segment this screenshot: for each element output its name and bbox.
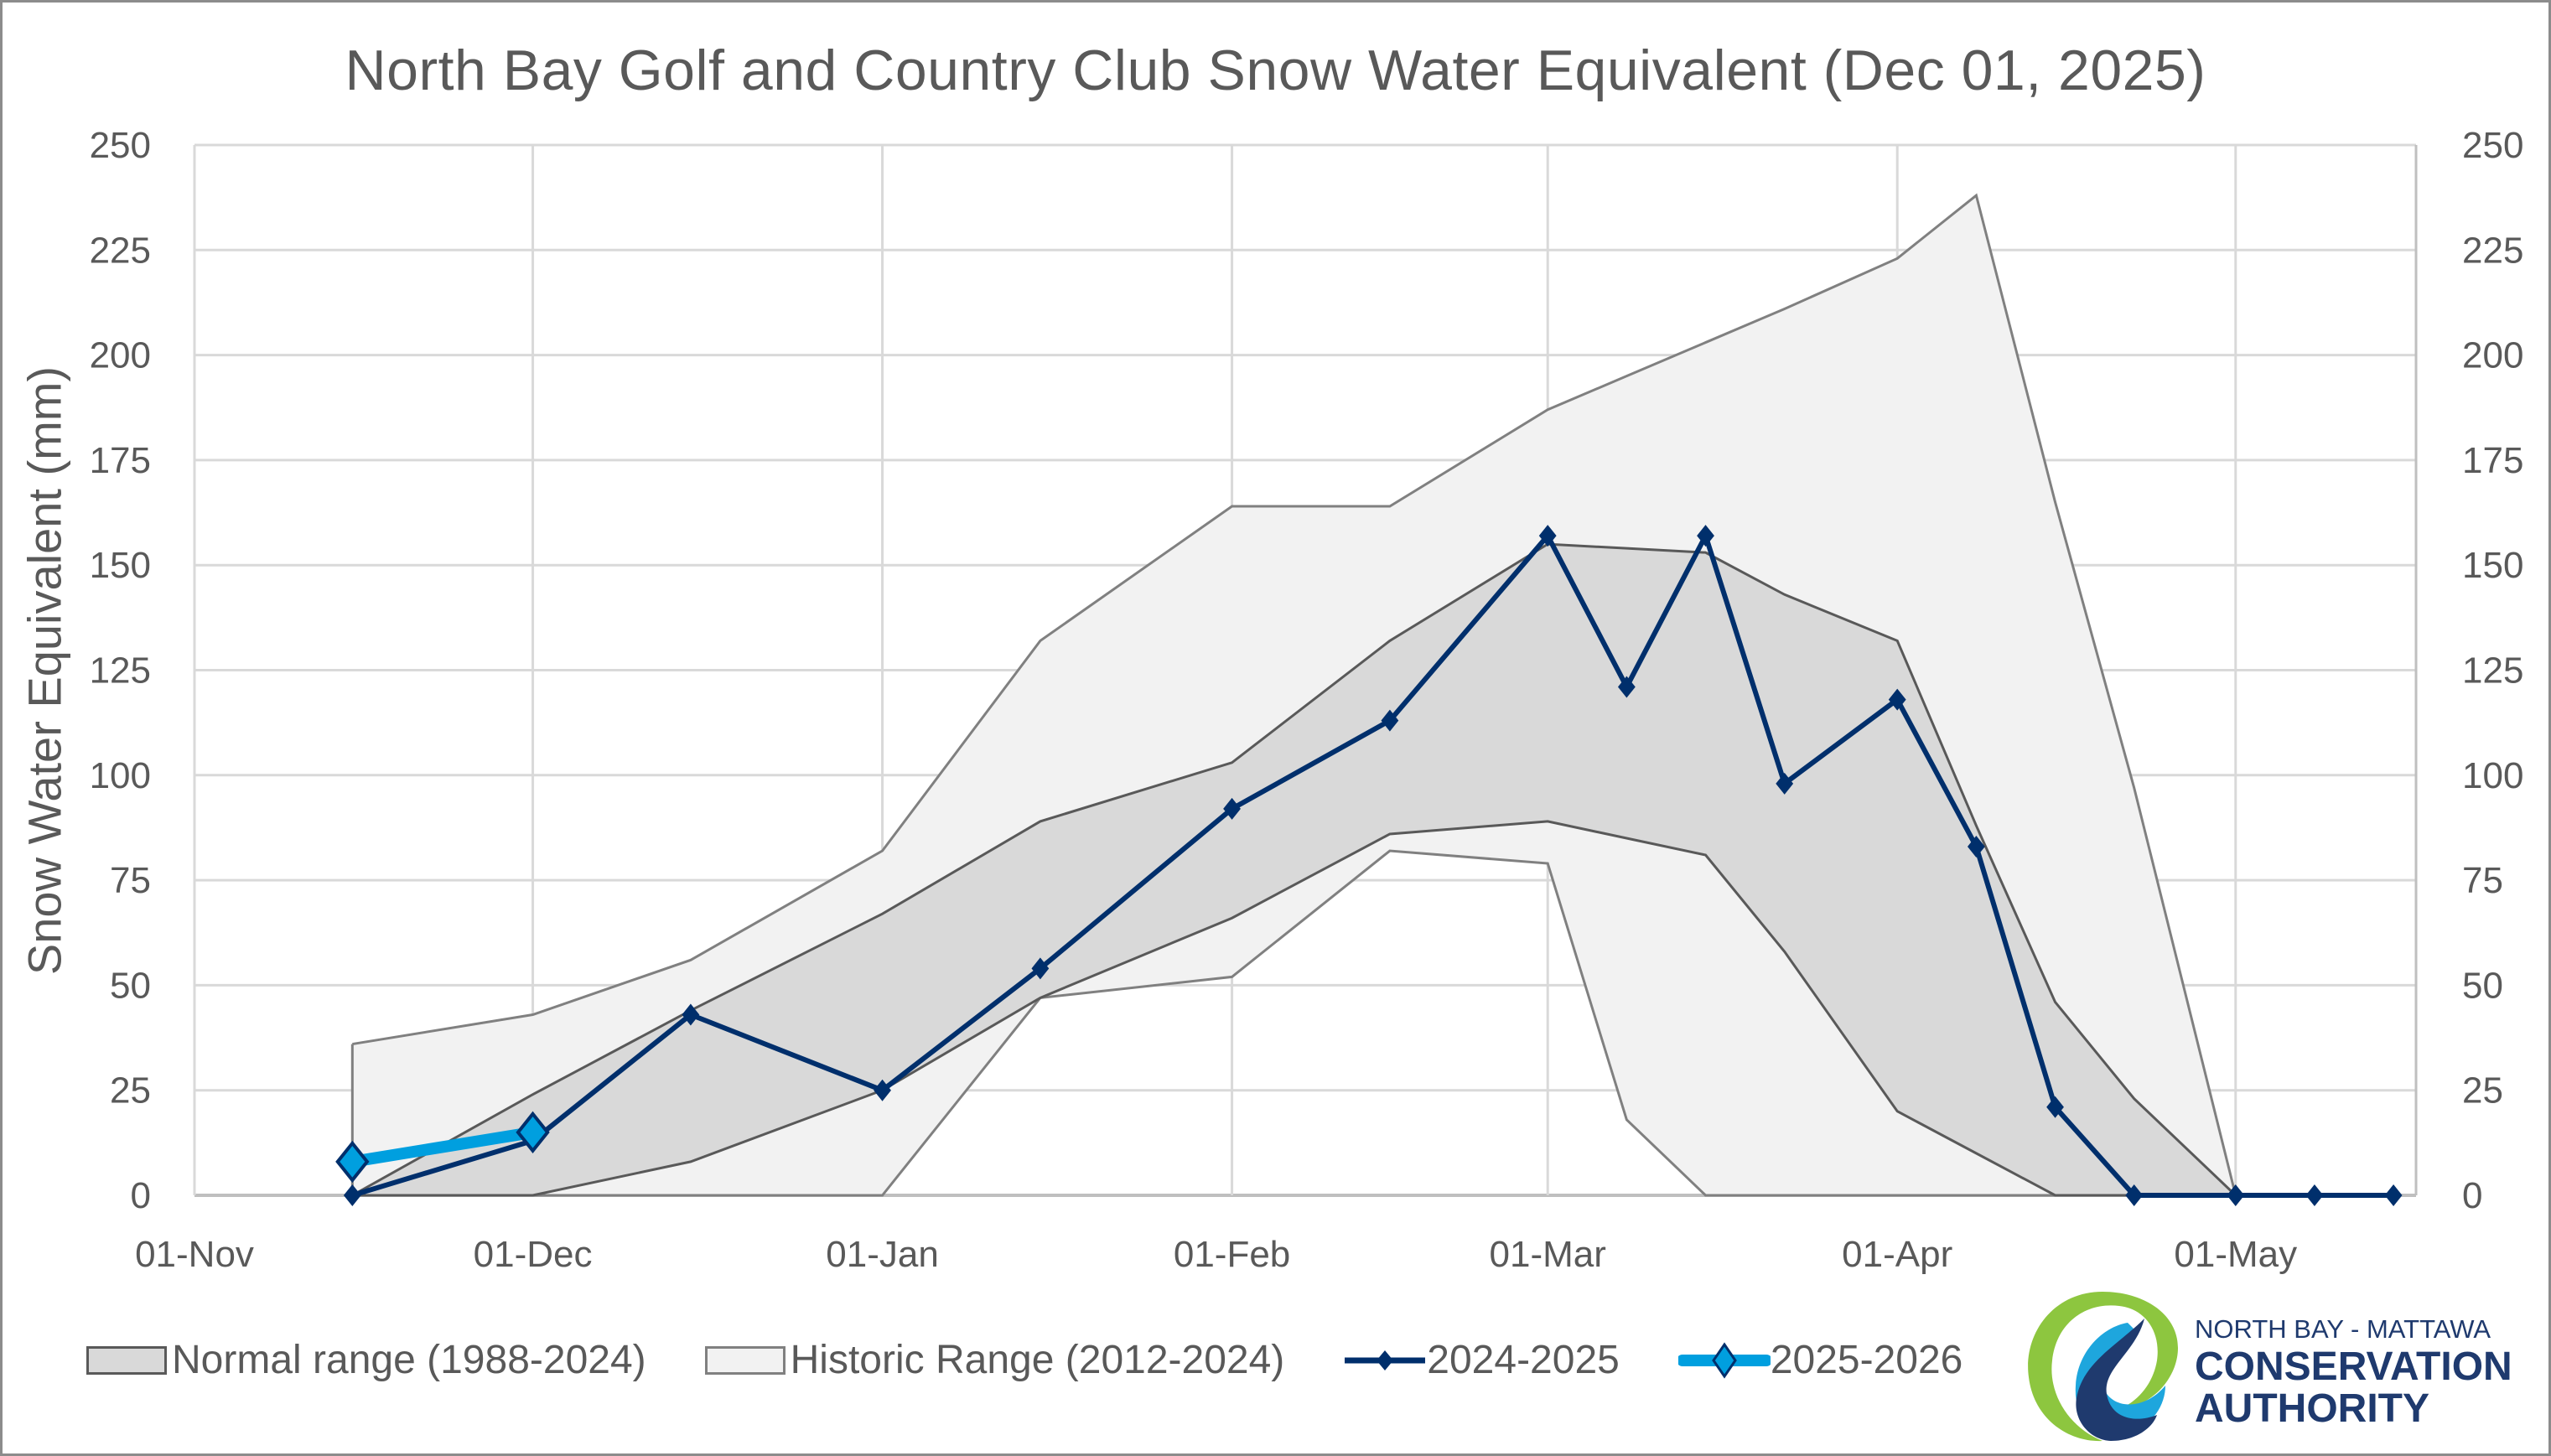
axes xyxy=(193,145,2418,1195)
data-point-2024-2025 xyxy=(2125,1184,2144,1206)
data-point-2024-2025 xyxy=(874,1079,891,1101)
y-tick-label-right: 25 xyxy=(2462,1070,2503,1111)
x-tick-label: 01-Nov xyxy=(135,1234,254,1275)
y-tick-label-right: 150 xyxy=(2462,545,2523,586)
y-tick-label-right: 100 xyxy=(2462,755,2523,796)
data-point-2025-2026 xyxy=(516,1111,550,1154)
x-tick-label: 01-Mar xyxy=(1490,1234,1606,1275)
series-lines xyxy=(335,525,2403,1206)
x-tick-label: 01-Jan xyxy=(826,1234,939,1275)
plot-area: 0 0 25 25 50 50 75 75 100 100 125 125 150 150 175 175 20… xyxy=(90,125,2524,1275)
band-lower-line xyxy=(352,820,2236,1197)
data-point-2024-2025 xyxy=(1381,709,1399,732)
y-tick-label-left: 50 xyxy=(110,965,151,1006)
band-lower-line xyxy=(352,849,2236,1197)
y-tick-label-left: 25 xyxy=(110,1070,151,1111)
y-tick-label-right: 50 xyxy=(2462,965,2503,1006)
tick-labels: 0 0 25 25 50 50 75 75 100 100 125 125 150 150 175 175 20… xyxy=(90,125,2524,1275)
legend: Normal range (1988-2024) Historic Range … xyxy=(86,1337,2021,1383)
conservation-authority-logo: NORTH BAY - MATTAWA CONSERVATION AUTHORI… xyxy=(2019,1285,2522,1444)
y-tick-label-left: 225 xyxy=(90,230,151,271)
legend-label: 2025-2026 xyxy=(1770,1338,1963,1382)
logo-line2: CONSERVATION xyxy=(2195,1345,2512,1389)
data-point-2024-2025 xyxy=(1776,772,1794,795)
series-line-2025-2026 xyxy=(351,1126,534,1168)
series-line-2024-2025 xyxy=(351,533,2394,1198)
logo-swirl-icon xyxy=(2028,1292,2178,1442)
data-point-2025-2026 xyxy=(335,1140,370,1184)
logo-line1: NORTH BAY - MATTAWA xyxy=(2195,1314,2491,1344)
y-tick-label-left: 125 xyxy=(90,650,151,692)
data-point-2024-2025 xyxy=(682,1003,700,1026)
band-area-normal xyxy=(352,544,2236,1195)
y-tick-label-right: 200 xyxy=(2462,335,2523,376)
y-tick-label-left: 175 xyxy=(90,440,151,481)
y-tick-label-left: 0 xyxy=(131,1175,151,1216)
data-point-2024-2025 xyxy=(1223,797,1241,820)
data-point-2024-2025 xyxy=(1697,525,1714,547)
y-tick-label-left: 150 xyxy=(90,545,151,586)
legend-label: Historic Range (2012-2024) xyxy=(790,1338,1285,1382)
x-tick-label: 01-Apr xyxy=(1842,1234,1952,1275)
y-tick-label-left: 200 xyxy=(90,335,151,376)
x-tick-label: 01-Dec xyxy=(474,1234,593,1275)
line-diamond-navy-icon xyxy=(1345,1350,1426,1371)
x-tick-label: 01-Feb xyxy=(1174,1234,1290,1275)
line-diamond-lightblue-icon xyxy=(1677,1341,1771,1379)
data-point-2024-2025 xyxy=(2046,1096,2064,1118)
y-tick-label-left: 250 xyxy=(90,125,151,166)
band-swatch-dark-icon xyxy=(86,1345,167,1375)
data-point-2024-2025 xyxy=(1967,836,1985,858)
data-point-2024-2025 xyxy=(1888,688,1906,711)
legend-item-2025-2026: 2025-2026 xyxy=(1677,1337,1963,1383)
x-tick-label: 01-May xyxy=(2174,1234,2297,1275)
y-tick-label-right: 125 xyxy=(2462,650,2523,692)
band-swatch-light-icon xyxy=(704,1345,786,1375)
band-upper-line xyxy=(352,193,2237,1196)
data-point-2024-2025 xyxy=(1617,676,1636,698)
legend-label: 2024-2025 xyxy=(1427,1338,1620,1382)
y-tick-label-right: 75 xyxy=(2462,860,2503,901)
data-point-2024-2025 xyxy=(2384,1184,2403,1206)
data-point-2024-2025 xyxy=(2227,1184,2245,1206)
data-point-2024-2025 xyxy=(2305,1184,2324,1206)
legend-item-historic-range: Historic Range (2012-2024) xyxy=(704,1337,1285,1383)
y-tick-label-left: 75 xyxy=(110,860,151,901)
logo-line3: AUTHORITY xyxy=(2195,1386,2429,1431)
legend-item-normal-range: Normal range (1988-2024) xyxy=(86,1337,646,1383)
y-tick-label-right: 175 xyxy=(2462,440,2523,481)
data-point-2024-2025 xyxy=(1031,957,1050,980)
y-tick-label-right: 0 xyxy=(2462,1175,2482,1216)
y-tick-label-right: 250 xyxy=(2462,125,2523,166)
data-point-2024-2025 xyxy=(1538,525,1557,547)
data-point-2024-2025 xyxy=(343,1184,361,1206)
band-upper-line xyxy=(351,542,2237,1197)
range-bands xyxy=(350,193,2237,1197)
y-tick-label-right: 225 xyxy=(2462,230,2523,271)
legend-label: Normal range (1988-2024) xyxy=(172,1338,646,1382)
y-tick-label-left: 100 xyxy=(90,755,151,796)
legend-item-2024-2025: 2024-2025 xyxy=(1343,1337,1620,1383)
chart-title: North Bay Golf and Country Club Snow Wat… xyxy=(345,39,2206,102)
